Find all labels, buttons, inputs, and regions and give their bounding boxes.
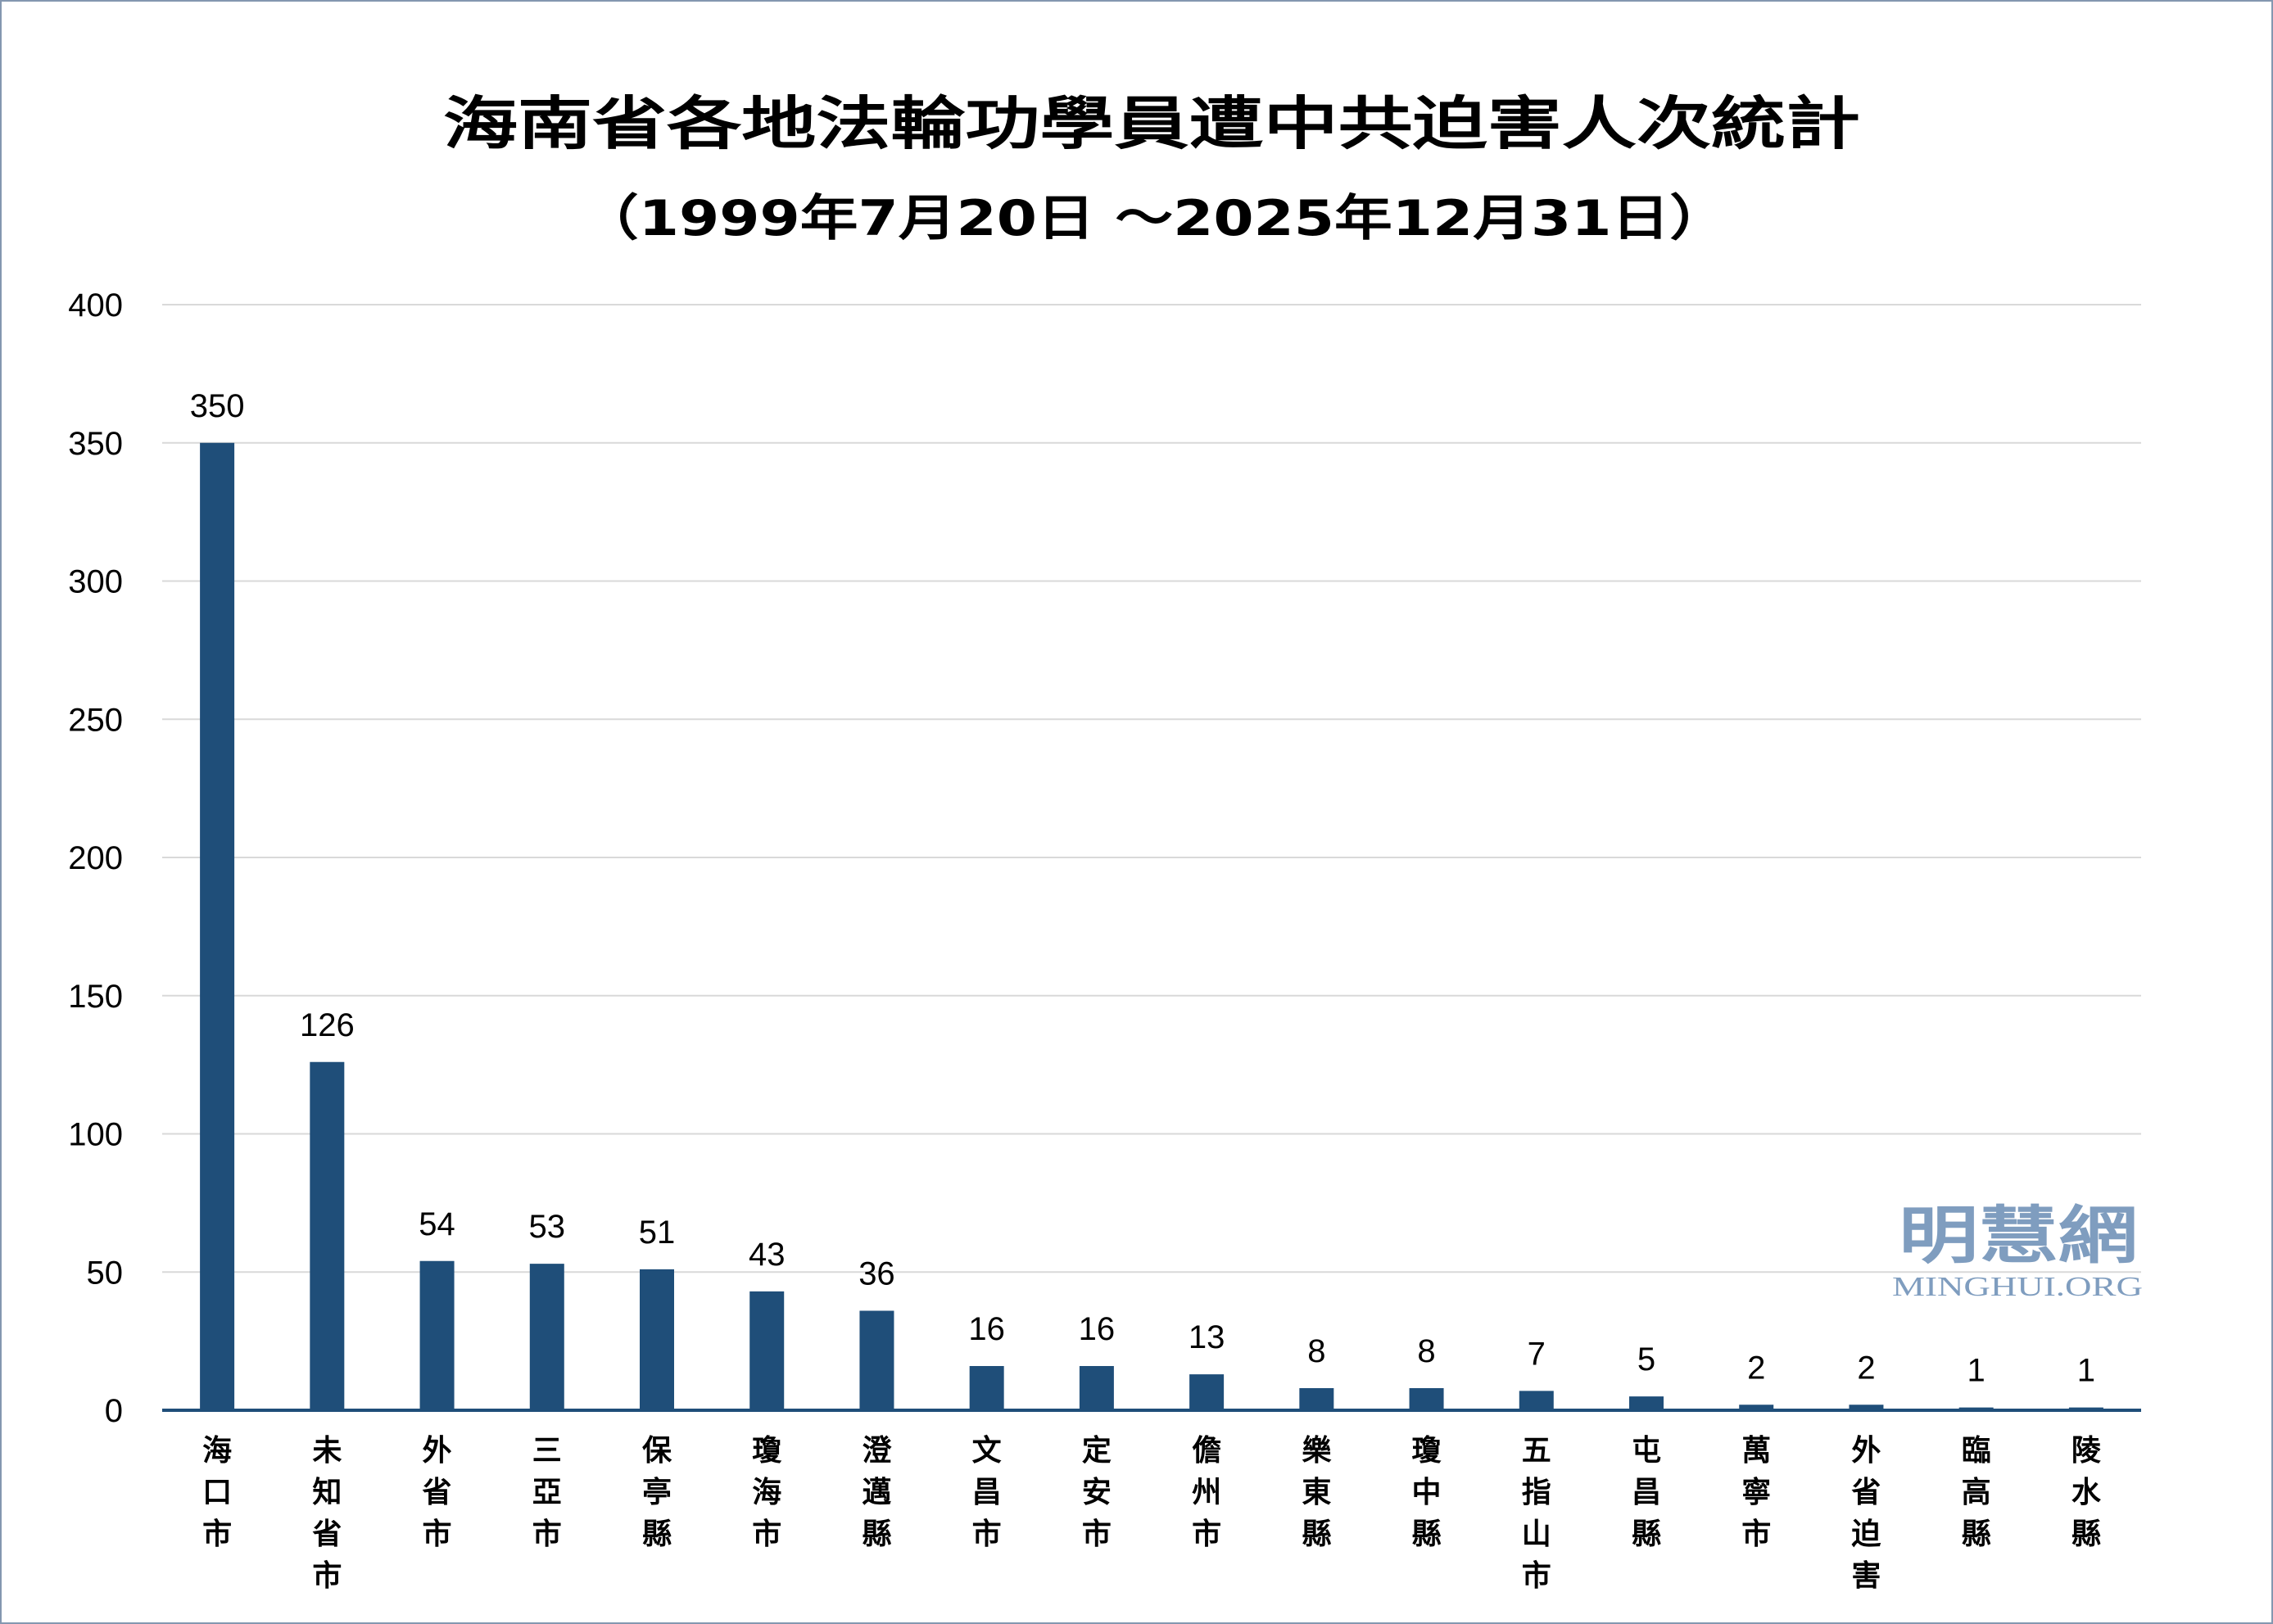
category-label: 屯昌縣 xyxy=(1632,1434,1661,1551)
bar xyxy=(969,1366,1004,1410)
category-label: 澄邁縣 xyxy=(862,1434,892,1551)
bar xyxy=(749,1291,785,1410)
y-tick-label: 0 xyxy=(105,1393,123,1429)
data-label: 126 xyxy=(300,1007,355,1043)
bar xyxy=(1189,1374,1225,1410)
y-tick-label: 200 xyxy=(68,840,123,876)
y-tick-label: 350 xyxy=(68,426,123,462)
x-axis-category-labels: 海口市 未知省市 外省市 三亞市 保亭縣 瓊海市 澄邁縣 文昌市 定安市 儋州市 樂東縣 瓊中縣 五指山… xyxy=(202,1434,2102,1593)
bar xyxy=(310,1061,345,1410)
category-label: 儋州市 xyxy=(1192,1434,1221,1551)
bar xyxy=(419,1260,455,1410)
bar xyxy=(1079,1366,1114,1410)
bar xyxy=(529,1264,564,1410)
y-tick-label: 300 xyxy=(68,564,123,600)
data-label: 43 xyxy=(749,1237,786,1273)
bars xyxy=(200,442,2103,1410)
category-label: 海口市 xyxy=(202,1434,232,1551)
bar xyxy=(1629,1396,1664,1410)
category-label: 外省迫害 xyxy=(1851,1434,1881,1593)
gridlines xyxy=(162,304,2141,1273)
category-label: 外省市 xyxy=(423,1434,452,1551)
data-label: 8 xyxy=(1307,1333,1325,1369)
category-label: 未知省市 xyxy=(312,1434,342,1593)
bar xyxy=(1739,1405,1774,1410)
data-label: 16 xyxy=(968,1311,1005,1347)
category-label: 萬寧市 xyxy=(1741,1434,1771,1551)
bar xyxy=(640,1269,674,1410)
data-label: 36 xyxy=(858,1256,895,1292)
watermark-url: MINGHUI.ORG xyxy=(1892,1272,2143,1302)
category-label: 定安市 xyxy=(1082,1434,1112,1551)
category-label: 瓊中縣 xyxy=(1412,1434,1442,1551)
data-label: 1 xyxy=(2077,1353,2095,1389)
category-label: 陵水縣 xyxy=(2072,1434,2102,1551)
y-tick-label: 250 xyxy=(68,702,123,738)
data-label: 350 xyxy=(190,388,245,424)
bar xyxy=(1409,1388,1444,1410)
y-tick-label: 50 xyxy=(87,1255,124,1291)
category-label: 瓊海市 xyxy=(752,1434,782,1551)
data-label: 51 xyxy=(639,1215,676,1251)
bar xyxy=(1849,1405,1884,1410)
chart-subtitle: （1999年7月20日 ～2025年12月31日） xyxy=(581,190,1727,247)
data-label: 1 xyxy=(1967,1353,1985,1389)
y-tick-label: 400 xyxy=(68,287,123,323)
minghui-watermark: 明慧網 MINGHUI.ORG xyxy=(1892,1199,2143,1302)
y-axis-tick-labels: 0 50 100 150 200 250 300 350 400 xyxy=(68,287,123,1429)
chart-title: 海南省各地法輪功學員遭中共迫害人次統計 xyxy=(443,90,1860,157)
category-label: 三亞市 xyxy=(532,1434,562,1551)
category-label: 五指山市 xyxy=(1522,1434,1551,1593)
data-label: 13 xyxy=(1189,1319,1225,1355)
bar xyxy=(859,1310,894,1410)
data-label: 16 xyxy=(1079,1311,1116,1347)
category-label: 保亭縣 xyxy=(642,1434,672,1551)
category-label: 樂東縣 xyxy=(1302,1434,1332,1551)
data-label: 54 xyxy=(419,1206,455,1242)
y-tick-label: 100 xyxy=(68,1117,123,1153)
y-tick-label: 150 xyxy=(68,979,123,1015)
watermark-logo: 明慧網 xyxy=(1899,1199,2138,1272)
data-label: 53 xyxy=(529,1209,566,1245)
category-label: 文昌市 xyxy=(972,1434,1002,1551)
data-label: 7 xyxy=(1528,1336,1546,1372)
bar xyxy=(1519,1391,1554,1410)
data-label: 2 xyxy=(1857,1350,1875,1386)
bar xyxy=(200,442,235,1410)
data-labels: 350 126 54 53 51 43 36 16 16 13 8 8 7 5 2 2 1 1 xyxy=(190,388,2095,1389)
data-label: 5 xyxy=(1637,1341,1655,1377)
bar xyxy=(1299,1388,1334,1410)
data-label: 2 xyxy=(1747,1350,1765,1386)
category-label: 臨高縣 xyxy=(1962,1434,1991,1551)
data-label: 8 xyxy=(1417,1333,1435,1369)
